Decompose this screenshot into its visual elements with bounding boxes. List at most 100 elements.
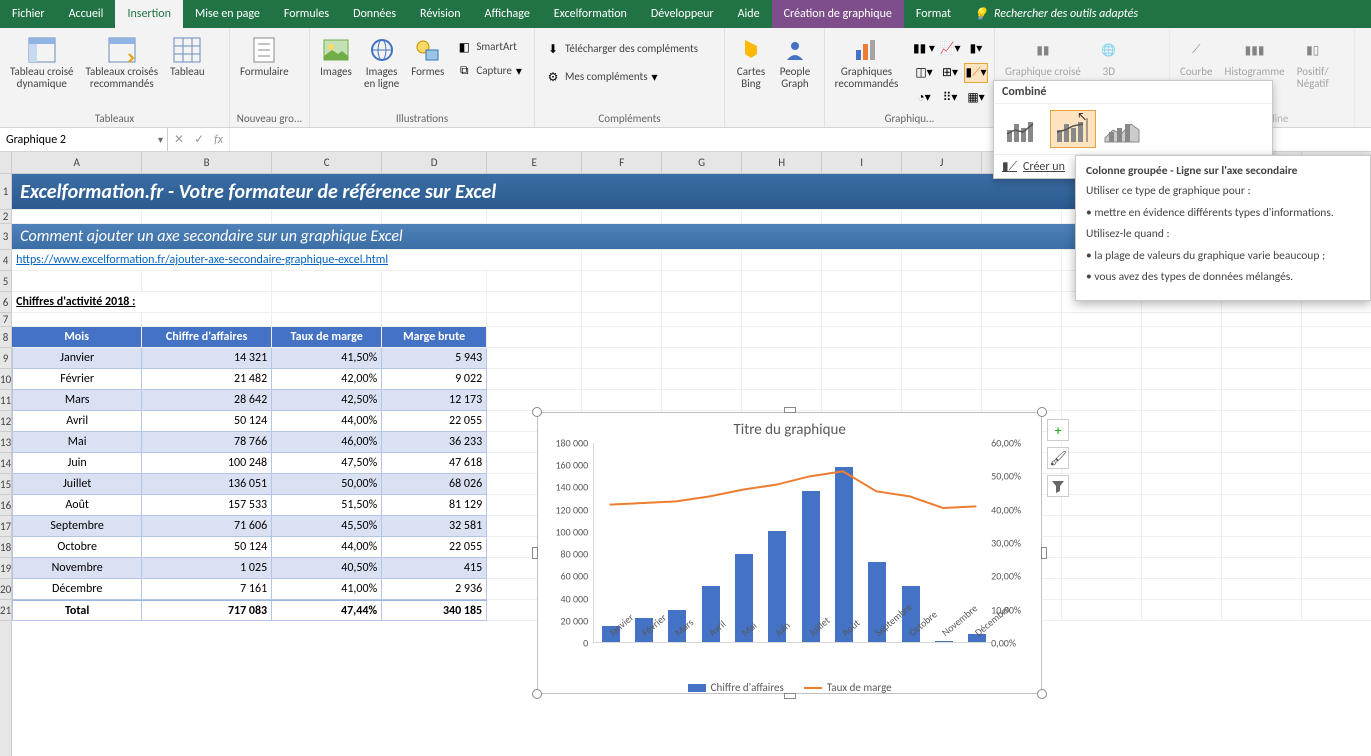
chart-add-button[interactable]: +: [1047, 419, 1069, 441]
tab-affichage[interactable]: Affichage: [473, 0, 542, 28]
row-header-3[interactable]: 3: [0, 224, 11, 250]
row-header-21[interactable]: 21: [0, 600, 11, 621]
capture-button[interactable]: ⧉Capture ▾: [452, 60, 526, 82]
row-header-6[interactable]: 6: [0, 292, 11, 313]
source-link[interactable]: https://www.excelformation.fr/ajouter-ax…: [12, 250, 582, 271]
row-header-4[interactable]: 4: [0, 250, 11, 271]
name-box[interactable]: Graphique 2▾: [0, 128, 168, 151]
row-header-9[interactable]: 9: [0, 348, 11, 369]
bing-maps-button[interactable]: CartesBing: [731, 32, 771, 123]
tab-formules[interactable]: Formules: [272, 0, 341, 28]
table-cell: 47,50%: [272, 453, 382, 474]
tab-aide[interactable]: Aide: [726, 0, 772, 28]
chart-combo2-icon[interactable]: ▮⟋▾: [964, 63, 988, 83]
tell-me-search[interactable]: 💡Rechercher des outils adaptés: [973, 0, 1138, 28]
col-header-D[interactable]: D: [382, 152, 487, 173]
row-header-5[interactable]: 5: [0, 271, 11, 292]
my-addins-button[interactable]: ⚙Mes compléments ▾: [541, 66, 702, 88]
row-header-2[interactable]: 2: [0, 210, 11, 224]
table-cell: Mars: [12, 390, 142, 411]
pivot-table-button[interactable]: Tableau croisédynamique: [6, 32, 78, 110]
table-cell: 71 606: [142, 516, 272, 537]
cancel-icon[interactable]: ✕: [174, 132, 184, 147]
chart-object[interactable]: + 🖌 Titre du graphique 020 00040 00060 0…: [537, 412, 1042, 694]
combo-type-1[interactable]: [1000, 110, 1046, 148]
table-cell: 50,00%: [272, 474, 382, 495]
tab-insertion[interactable]: Insertion: [115, 0, 183, 28]
smartart-button[interactable]: ◧SmartArt: [452, 36, 526, 58]
chart-line-icon[interactable]: 📈▾: [938, 38, 962, 58]
row-header-11[interactable]: 11: [0, 390, 11, 411]
row-header-16[interactable]: 16: [0, 495, 11, 516]
row-header-19[interactable]: 19: [0, 558, 11, 579]
col-header-J[interactable]: J: [902, 152, 982, 173]
col-header-E[interactable]: E: [487, 152, 582, 173]
row-header-17[interactable]: 17: [0, 516, 11, 537]
chart-scatter-icon[interactable]: ⠿▾: [938, 87, 962, 107]
table-cell: 44,00%: [272, 411, 382, 432]
col-header-C[interactable]: C: [272, 152, 382, 173]
col-header-B[interactable]: B: [142, 152, 272, 173]
recommended-pivot-button[interactable]: Tableaux croisésrecommandés: [82, 32, 163, 110]
tab-révision[interactable]: Révision: [408, 0, 472, 28]
images-button[interactable]: Images: [316, 32, 356, 110]
tab-excelformation[interactable]: Excelformation: [542, 0, 639, 28]
table-total: 717 083: [142, 600, 272, 621]
col-header-G[interactable]: G: [662, 152, 742, 173]
row-header-10[interactable]: 10: [0, 369, 11, 390]
col-header-I[interactable]: I: [822, 152, 902, 173]
table-cell: Décembre: [12, 579, 142, 600]
table-cell: 28 642: [142, 390, 272, 411]
chart-hier-icon[interactable]: ◫▾: [912, 63, 936, 83]
form-button[interactable]: Formulaire: [236, 32, 293, 110]
chart-pie-icon[interactable]: ◔▾: [912, 87, 936, 107]
tab-accueil[interactable]: Accueil: [57, 0, 116, 28]
fx-icon[interactable]: fx: [214, 133, 223, 147]
download-addins-button[interactable]: ⬇Télécharger des compléments: [541, 38, 702, 60]
chart-legend: Chiffre d'affaires Taux de marge: [538, 681, 1041, 694]
row-header-13[interactable]: 13: [0, 432, 11, 453]
col-header-A[interactable]: A: [12, 152, 142, 173]
tab-données[interactable]: Données: [341, 0, 408, 28]
people-graph-button[interactable]: PeopleGraph: [775, 32, 815, 123]
chart-title[interactable]: Titre du graphique: [538, 413, 1041, 443]
enter-icon[interactable]: ✓: [194, 132, 204, 147]
table-button[interactable]: Tableau: [166, 32, 209, 110]
row-header-12[interactable]: 12: [0, 411, 11, 432]
col-header-F[interactable]: F: [582, 152, 662, 173]
row-header-18[interactable]: 18: [0, 537, 11, 558]
recommended-charts-button[interactable]: Graphiquesrecommandés: [831, 32, 902, 110]
table-total: Total: [12, 600, 142, 621]
chart-bar-icon[interactable]: ▮▮ ▾: [912, 38, 936, 58]
table-cell: Septembre: [12, 516, 142, 537]
row-header-8[interactable]: 8: [0, 327, 11, 348]
tab-mise-en-page[interactable]: Mise en page: [183, 0, 272, 28]
select-all-corner[interactable]: [0, 152, 11, 174]
row-header-14[interactable]: 14: [0, 453, 11, 474]
table-total: 47,44%: [272, 600, 382, 621]
chart-filter-button[interactable]: [1047, 475, 1069, 497]
row-header-20[interactable]: 20: [0, 579, 11, 600]
shapes-button[interactable]: Formes: [407, 32, 448, 110]
chart-combo-icon[interactable]: ▮▾: [964, 38, 988, 58]
tab-fichier[interactable]: Fichier: [0, 0, 57, 28]
combo-type-3[interactable]: [1100, 110, 1146, 148]
row-header-7[interactable]: 7: [0, 313, 11, 327]
row-header-15[interactable]: 15: [0, 474, 11, 495]
tab-création-de-graphique[interactable]: Création de graphique: [772, 0, 904, 28]
chart-surface-icon[interactable]: ▦▾: [964, 87, 988, 107]
tab-développeur[interactable]: Développeur: [639, 0, 726, 28]
tab-format[interactable]: Format: [904, 0, 963, 28]
table-cell: 136 051: [142, 474, 272, 495]
chart-stat-icon[interactable]: ⊞▾: [938, 63, 962, 83]
combo-type-2[interactable]: ↖: [1050, 110, 1096, 148]
table-cell: 14 321: [142, 348, 272, 369]
chart-style-button[interactable]: 🖌: [1047, 447, 1069, 469]
online-images-button[interactable]: Imagesen ligne: [360, 32, 403, 110]
table-cell: 40,50%: [272, 558, 382, 579]
row-header-1[interactable]: 1: [0, 174, 11, 210]
table-cell: 46,00%: [272, 432, 382, 453]
col-header-H[interactable]: H: [742, 152, 822, 173]
table-cell: 50 124: [142, 537, 272, 558]
table-cell: 32 581: [382, 516, 487, 537]
